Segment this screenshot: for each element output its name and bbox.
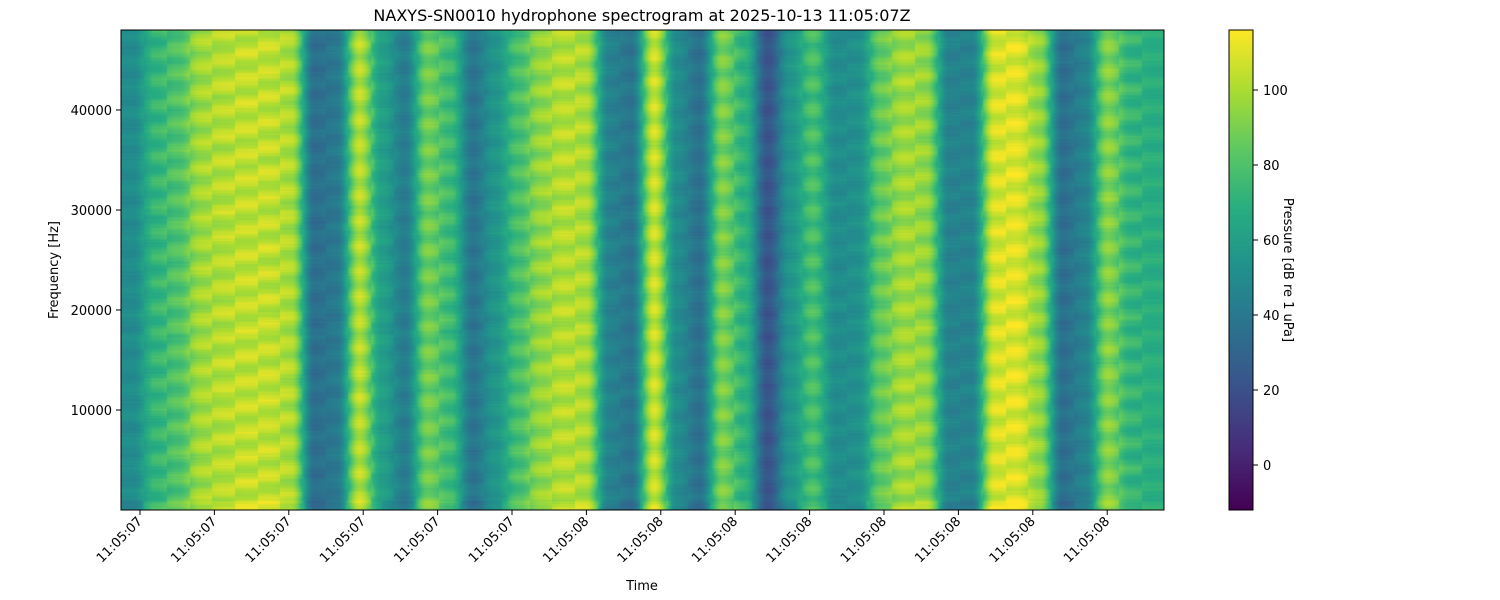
heatmap-column: [484, 30, 507, 510]
heatmap-columns: [121, 30, 1164, 510]
spectrogram-image: [121, 30, 1164, 510]
colorbar-tick-label: 100: [1263, 84, 1288, 99]
x-tick-label: 11:05:08: [912, 514, 964, 566]
x-axis-label: Time: [625, 579, 658, 594]
heatmap-column: [234, 30, 257, 510]
heatmap-column: [416, 30, 439, 510]
heatmap-column: [189, 30, 212, 510]
heatmap-column: [1005, 30, 1028, 510]
heatmap-column: [597, 30, 620, 510]
heatmap-column: [144, 30, 167, 510]
heatmap-column: [983, 30, 1006, 510]
heatmap-column: [937, 30, 960, 510]
heatmap-column: [370, 30, 393, 510]
heatmap-column: [869, 30, 892, 510]
heatmap-column: [212, 30, 235, 510]
heatmap-column: [915, 30, 938, 510]
heatmap-column: [121, 30, 144, 510]
heatmap-column: [574, 30, 597, 510]
x-tick-label: 11:05:08: [838, 514, 890, 566]
x-tick-label: 11:05:08: [615, 514, 667, 566]
heatmap-column: [620, 30, 643, 510]
heatmap-column: [1028, 30, 1051, 510]
plot-frame: [120, 29, 1165, 511]
heatmap-column: [166, 30, 189, 510]
heatmap-column: [1141, 30, 1164, 510]
x-tick-label: 11:05:08: [689, 514, 741, 566]
heatmap-column: [960, 30, 983, 510]
heatmap-column: [824, 30, 847, 510]
heatmap-column: [1119, 30, 1142, 510]
y-ticks: 10000 20000 30000 40000: [71, 104, 121, 419]
heatmap-column: [438, 30, 461, 510]
heatmap-column: [325, 30, 348, 510]
heatmap-column: [801, 30, 824, 510]
heatmap-column: [779, 30, 802, 510]
x-tick-label: 11:05:08: [987, 514, 1039, 566]
heatmap-column: [711, 30, 734, 510]
heatmap-column: [506, 30, 529, 510]
heatmap-column: [1073, 30, 1096, 510]
colorbar-gradient: [1229, 30, 1253, 510]
x-tick-label: 11:05:07: [168, 514, 220, 566]
y-tick-label: 40000: [71, 104, 112, 119]
x-tick-label: 11:05:07: [94, 514, 146, 566]
y-axis-label: Frequency [Hz]: [47, 221, 62, 319]
x-tick-label: 11:05:07: [317, 514, 369, 566]
colorbar-label: Pressure [dB re 1 uPa]: [1280, 198, 1295, 342]
y-tick-label: 10000: [71, 404, 112, 419]
colorbar-tick-label: 20: [1263, 384, 1280, 399]
heatmap-column: [733, 30, 756, 510]
colorbar-tick-label: 0: [1263, 459, 1271, 474]
heatmap-column: [348, 30, 371, 510]
x-tick-label: 11:05:08: [1061, 514, 1113, 566]
colorbar-tick-label: 40: [1263, 309, 1280, 324]
heatmap-column: [393, 30, 416, 510]
colorbar-frame: [1228, 29, 1254, 511]
x-tick-label: 11:05:08: [764, 514, 816, 566]
x-tick-label: 11:05:07: [243, 514, 295, 566]
heatmap-column: [688, 30, 711, 510]
x-tick-label: 11:05:07: [466, 514, 518, 566]
x-ticks: 11:05:07 11:05:07 11:05:07 11:05:07 11:05:07…: [94, 510, 1113, 566]
heatmap-column: [302, 30, 325, 510]
colorbar-tick-label: 80: [1263, 159, 1280, 174]
x-tick-label: 11:05:07: [392, 514, 444, 566]
heatmap-column: [892, 30, 915, 510]
heatmap-column: [257, 30, 280, 510]
heatmap-column: [529, 30, 552, 510]
y-tick-label: 30000: [71, 204, 112, 219]
heatmap-column: [1051, 30, 1074, 510]
x-tick-label: 11:05:08: [540, 514, 592, 566]
colorbar-ticks: 0 20 40 60 80 100: [1253, 84, 1288, 474]
heatmap-column: [461, 30, 484, 510]
heatmap-column: [280, 30, 303, 510]
colorbar-tick-label: 60: [1263, 234, 1280, 249]
heatmap-column: [847, 30, 870, 510]
heatmap-column: [665, 30, 688, 510]
y-tick-label: 20000: [71, 304, 112, 319]
heatmap-column: [756, 30, 779, 510]
heatmap-column: [1096, 30, 1119, 510]
heatmap-column: [552, 30, 575, 510]
heatmap-column: [643, 30, 666, 510]
chart-title: NAXYS-SN0010 hydrophone spectrogram at 2…: [373, 6, 910, 25]
